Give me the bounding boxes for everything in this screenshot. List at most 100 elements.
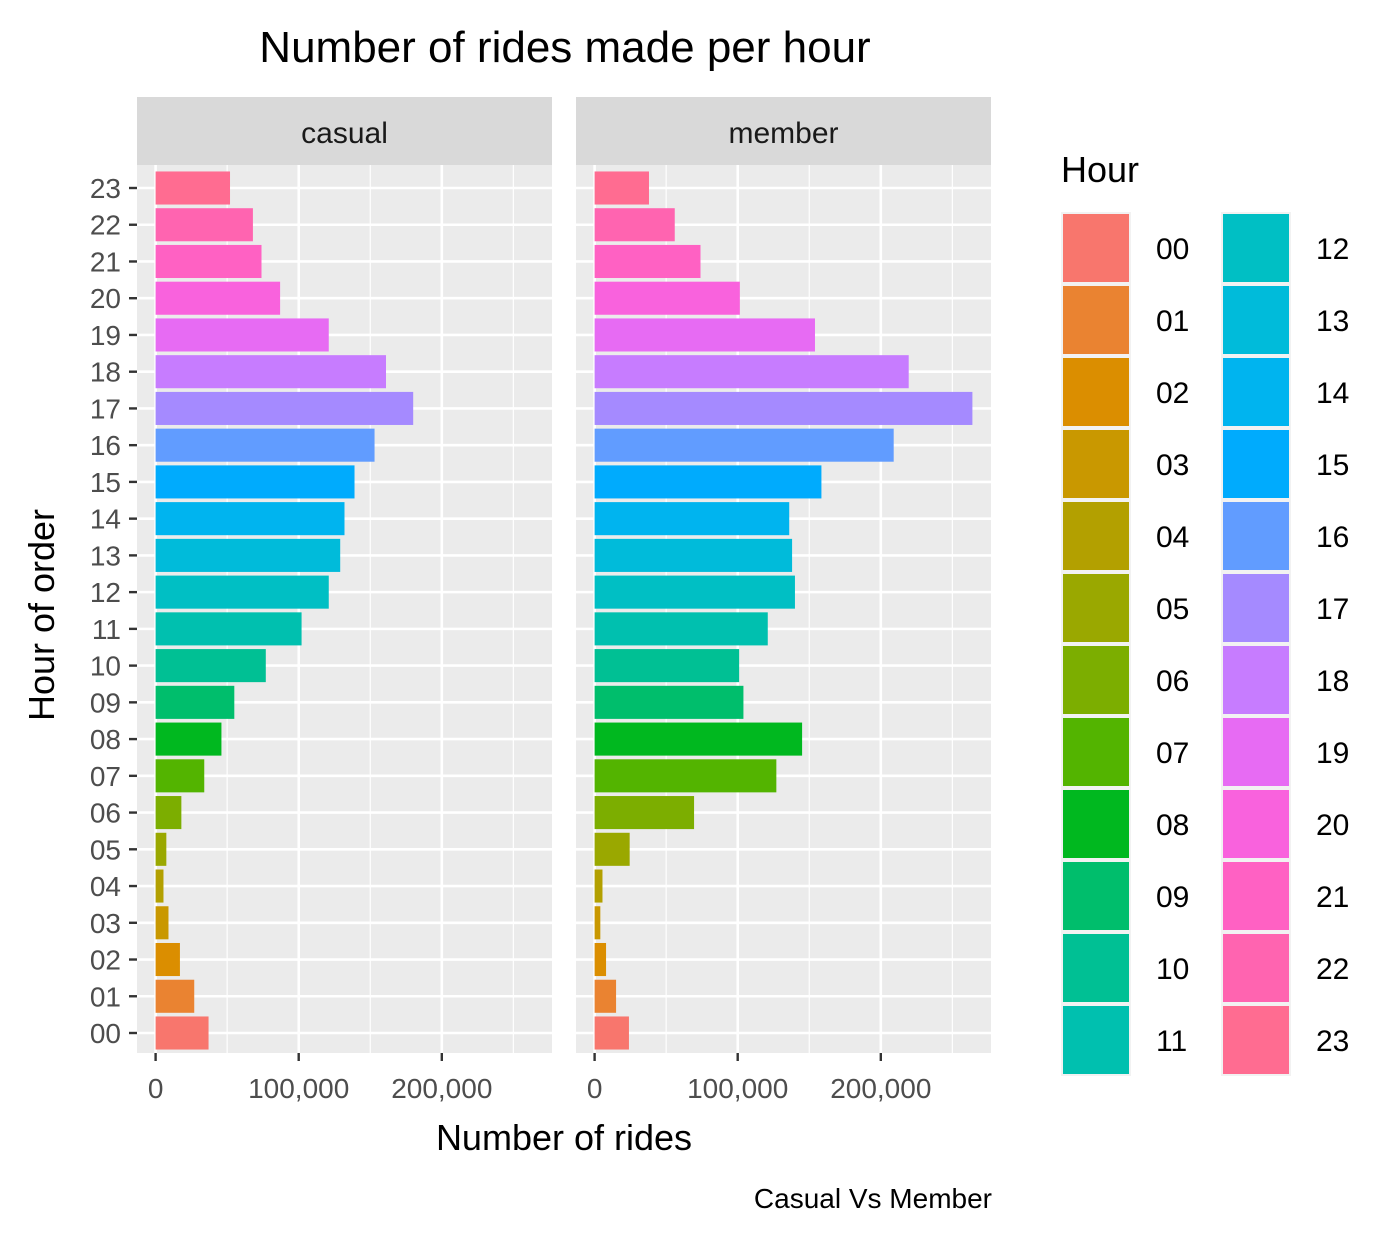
- bar-member-19: [594, 318, 815, 352]
- bar-casual-01: [155, 979, 195, 1013]
- legend-item-06: 06: [1061, 644, 1189, 716]
- legend-swatch: [1063, 502, 1129, 570]
- bar-casual-12: [155, 575, 329, 609]
- bar-casual-23: [155, 171, 231, 205]
- facet-strip: [576, 97, 991, 165]
- legend-swatch: [1063, 358, 1129, 426]
- bar-casual-03: [155, 906, 169, 940]
- x-axis-title: Number of rides: [436, 1117, 692, 1158]
- legend-label: 19: [1316, 737, 1349, 770]
- bar-casual-21: [155, 244, 262, 279]
- bar-member-22: [594, 208, 675, 242]
- legend-label: 20: [1316, 809, 1349, 842]
- legend-item-15: 15: [1221, 428, 1349, 500]
- bar-member-12: [594, 575, 795, 609]
- legend-item-19: 19: [1221, 716, 1349, 788]
- y-tick-label: 02: [90, 945, 121, 976]
- y-tick-label: 06: [90, 798, 121, 829]
- bar-casual-20: [155, 281, 281, 315]
- legend-label: 08: [1156, 809, 1189, 842]
- bar-casual-19: [155, 318, 329, 352]
- x-tick-label: 0: [587, 1073, 603, 1104]
- legend-swatch: [1223, 646, 1289, 714]
- bar-member-20: [594, 281, 740, 315]
- bar-member-14: [594, 502, 790, 536]
- y-tick-label: 10: [90, 651, 121, 682]
- bar-member-08: [594, 722, 803, 756]
- bar-member-15: [594, 465, 822, 499]
- bar-member-01: [594, 979, 617, 1013]
- legend-swatch: [1223, 934, 1289, 1002]
- legend-swatch: [1223, 214, 1289, 282]
- legend-item-05: 05: [1061, 572, 1189, 644]
- y-axis: 00 01 02 03 04 05 06 07 08 09 10 11 12 13 14 15 16 17 18 19…: [90, 173, 137, 1049]
- x-tick-label: 100,000: [248, 1073, 349, 1104]
- legend-swatch: [1223, 718, 1289, 786]
- y-tick-label: 09: [90, 687, 121, 718]
- panels: casual 0 100,000 200,000 member 0 100,000 200,0…: [137, 97, 991, 1104]
- bar-member-23: [594, 171, 649, 205]
- legend-item-12: 12: [1221, 212, 1349, 284]
- bar-member-10: [594, 649, 740, 683]
- caption: Casual Vs Member: [754, 1183, 992, 1214]
- facet-label-member: member: [728, 117, 838, 150]
- legend-label: 02: [1156, 377, 1189, 410]
- y-tick-label: 00: [90, 1018, 121, 1049]
- bar-casual-05: [155, 832, 167, 866]
- bar-casual-17: [155, 391, 414, 425]
- bar-casual-04: [155, 869, 164, 903]
- legend-item-21: 21: [1221, 860, 1349, 932]
- legend-item-14: 14: [1221, 356, 1349, 428]
- x-tick-label: 100,000: [687, 1073, 788, 1104]
- legend-item-09: 09: [1061, 860, 1189, 932]
- legend-swatch: [1063, 790, 1129, 858]
- x-tick-label: 200,000: [391, 1073, 492, 1104]
- facet-strip: [137, 97, 552, 165]
- facet-label-casual: casual: [301, 117, 388, 150]
- legend-label: 14: [1316, 377, 1349, 410]
- bar-casual-02: [155, 942, 180, 977]
- legend-item-00: 00: [1061, 212, 1189, 284]
- bar-member-02: [594, 942, 607, 977]
- y-tick-label: 04: [90, 871, 121, 902]
- panel-member: member 0 100,000 200,000: [576, 97, 991, 1104]
- legend-item-20: 20: [1221, 788, 1349, 860]
- bar-member-16: [594, 428, 894, 462]
- y-tick-label: 03: [90, 908, 121, 939]
- bar-casual-07: [155, 759, 205, 793]
- legend-label: 07: [1156, 737, 1189, 770]
- legend-label: 00: [1156, 233, 1189, 266]
- legend-label: 09: [1156, 881, 1189, 914]
- legend-item-03: 03: [1061, 428, 1189, 500]
- y-tick-label: 01: [90, 981, 121, 1012]
- legend-label: 03: [1156, 449, 1189, 482]
- legend-item-22: 22: [1221, 932, 1349, 1004]
- legend-item-17: 17: [1221, 572, 1349, 644]
- chart-title: Number of rides made per hour: [259, 23, 870, 72]
- bar-casual-09: [155, 685, 235, 719]
- legend-swatch: [1223, 574, 1289, 642]
- legend-swatch: [1223, 430, 1289, 498]
- bar-member-03: [594, 906, 601, 940]
- bar-member-04: [594, 869, 603, 903]
- legend-item-23: 23: [1221, 1004, 1349, 1076]
- legend-item-04: 04: [1061, 500, 1189, 572]
- legend-item-01: 01: [1061, 284, 1189, 356]
- legend-swatch: [1063, 862, 1129, 930]
- bar-member-11: [594, 612, 768, 646]
- bar-casual-22: [155, 208, 253, 242]
- legend-swatch: [1063, 574, 1129, 642]
- bar-casual-08: [155, 722, 222, 756]
- legend-label: 23: [1316, 1025, 1349, 1058]
- legend-label: 01: [1156, 305, 1189, 338]
- y-tick-label: 22: [90, 210, 121, 241]
- y-tick-label: 20: [90, 283, 121, 314]
- legend-item-10: 10: [1061, 932, 1189, 1004]
- legend-item-02: 02: [1061, 356, 1189, 428]
- legend-swatch: [1063, 430, 1129, 498]
- legend-label: 12: [1316, 233, 1349, 266]
- legend-item-08: 08: [1061, 788, 1189, 860]
- legend-label: 22: [1316, 953, 1349, 986]
- bar-member-18: [594, 355, 909, 389]
